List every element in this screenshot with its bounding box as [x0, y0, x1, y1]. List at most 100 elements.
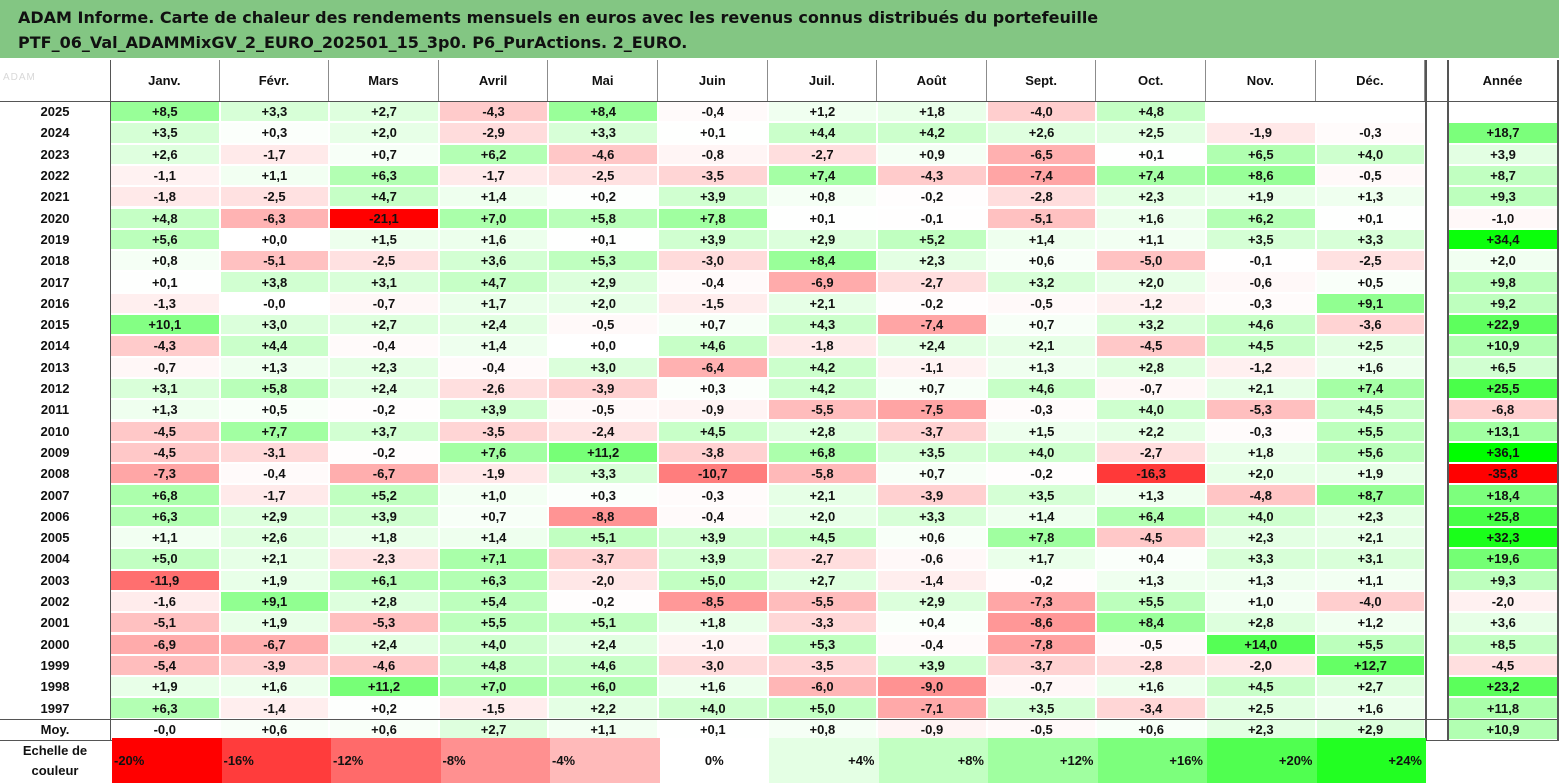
- heatmap-cell: -16,3: [1097, 464, 1205, 484]
- heatmap-cell: -7,8: [987, 634, 1096, 654]
- heatmap-cell: +5,3: [549, 251, 657, 271]
- heatmap-cell: +3,6: [439, 251, 548, 271]
- annual-cell: +9,3: [1448, 570, 1558, 590]
- heatmap-cell: -7,4: [878, 315, 986, 335]
- heatmap-cell: +4,6: [987, 378, 1096, 399]
- heatmap-cell: -0,6: [878, 549, 986, 569]
- heatmap-cell: +3,9: [659, 229, 767, 250]
- heatmap-cell: -8,5: [659, 591, 767, 612]
- heatmap-cell: +5,1: [549, 528, 657, 548]
- heatmap-cell: -0,2: [878, 187, 986, 207]
- heatmap-cell: -3,5: [768, 655, 877, 676]
- heatmap-cell: +0,1: [768, 208, 877, 228]
- year-row-label: 2018: [40, 253, 70, 269]
- heatmap-cell: -1,9: [439, 464, 548, 484]
- heatmap-cell: -3,9: [878, 485, 986, 505]
- heatmap-cell: +1,4: [439, 336, 548, 356]
- month-header: Janv.: [110, 60, 220, 101]
- heatmap-cell: +0,7: [878, 464, 986, 484]
- heatmap-cell: -3,9: [220, 655, 329, 676]
- heatmap-cell: +6,3: [111, 698, 219, 718]
- heatmap-cell: +1,8: [659, 613, 767, 633]
- heatmap-cell: -3,8: [659, 442, 767, 463]
- heatmap-cell: +3,0: [549, 357, 657, 377]
- year-row-label: 2021: [40, 189, 70, 205]
- heatmap-cell: +1,1: [111, 528, 219, 548]
- heatmap-cell: +0,6: [987, 251, 1096, 271]
- year-row-label: 2019: [40, 231, 70, 247]
- heatmap-cell: -1,4: [878, 570, 986, 590]
- heatmap-cell: +3,1: [1316, 549, 1425, 569]
- heatmap-cell: -0,2: [330, 400, 438, 420]
- heatmap-cell: +2,1: [1316, 528, 1425, 548]
- year-row-label: 1999: [40, 657, 70, 673]
- heatmap-cell: +6,0: [549, 677, 657, 697]
- heatmap-cell: +1,3: [1316, 187, 1425, 207]
- heatmap-cell: +6,2: [1207, 208, 1315, 228]
- heatmap-cell: +2,4: [439, 315, 548, 335]
- heatmap-cell: +1,9: [1207, 187, 1315, 207]
- heatmap-cell: +6,5: [1207, 144, 1315, 164]
- heatmap-cell: +0,4: [878, 613, 986, 633]
- annual-cell: +2,0: [1448, 251, 1558, 271]
- grid-border: [1447, 60, 1449, 740]
- heatmap-cell: -3,7: [987, 655, 1096, 676]
- heatmap-cell: -0,6: [1207, 272, 1315, 292]
- month-header: Nov.: [1206, 60, 1316, 101]
- year-row-label: 2008: [40, 466, 70, 482]
- heatmap-cell: +4,0: [1207, 506, 1315, 526]
- heatmap-cell: +5,0: [111, 549, 219, 569]
- heatmap-cell: +5,2: [878, 229, 986, 250]
- heatmap-cell: +0,0: [220, 229, 329, 250]
- heatmap-cell: +6,2: [439, 144, 548, 164]
- heatmap-cell: -0,1: [878, 208, 986, 228]
- heatmap-cell: +4,8: [1097, 102, 1205, 122]
- heatmap-cell: -3,9: [549, 378, 657, 399]
- heatmap-cell: +4,0: [1316, 144, 1425, 164]
- heatmap-cell: +3,9: [659, 528, 767, 548]
- legend-swatch: +4%: [769, 738, 879, 783]
- heatmap-cell: -2,3: [330, 549, 438, 569]
- heatmap-cell: -2,0: [549, 570, 657, 590]
- heatmap-cell: +3,5: [1207, 229, 1315, 250]
- heatmap-cell: -4,3: [111, 336, 219, 356]
- heatmap-cell: +4,2: [768, 378, 877, 399]
- year-row-label: 2005: [40, 530, 70, 546]
- heatmap-cell: +0,1: [1316, 208, 1425, 228]
- year-row-label: 2000: [40, 636, 70, 652]
- annual-cell: -2,0: [1448, 591, 1558, 612]
- heatmap-cell: +2,3: [1316, 506, 1425, 526]
- heatmap-cell: -0,4: [220, 464, 329, 484]
- heatmap-cell: +3,9: [878, 655, 986, 676]
- heatmap-cell: +7,4: [1097, 165, 1205, 186]
- heatmap-cell: +3,7: [330, 421, 438, 441]
- heatmap-cell: +1,1: [220, 165, 329, 186]
- heatmap-cell: +2,5: [1097, 123, 1205, 143]
- annual-cell: +6,5: [1448, 357, 1558, 377]
- heatmap-cell: +2,3: [1207, 528, 1315, 548]
- heatmap-cell: -6,0: [768, 677, 877, 697]
- heatmap-cell: +2,7: [768, 570, 877, 590]
- heatmap-cell: +3,5: [987, 485, 1096, 505]
- heatmap-cell: +1,2: [768, 102, 877, 122]
- heatmap-cell: +4,0: [439, 634, 548, 654]
- heatmap-cell: +2,7: [439, 719, 548, 739]
- heatmap-cell: -0,9: [878, 719, 986, 739]
- heatmap-cell: +0,3: [659, 378, 767, 399]
- heatmap-cell: -3,4: [1097, 698, 1205, 718]
- heatmap-cell: -0,2: [330, 442, 438, 463]
- annual-cell: +8,5: [1448, 634, 1558, 654]
- heatmap-cell: -3,6: [1316, 315, 1425, 335]
- heatmap-cell: -5,8: [768, 464, 877, 484]
- heatmap-cell: -1,7: [439, 165, 548, 186]
- heatmap-cell: -7,5: [878, 400, 986, 420]
- heatmap-cell: -6,5: [987, 144, 1096, 164]
- heatmap-cell: +0,8: [768, 187, 877, 207]
- legend-swatch: +24%: [1316, 738, 1426, 783]
- heatmap-cell: -21,1: [330, 208, 438, 228]
- heatmap-cell: -7,3: [987, 591, 1096, 612]
- heatmap-cell: +3,8: [220, 272, 329, 292]
- heatmap-cell: -2,7: [768, 549, 877, 569]
- heatmap-cell: +3,2: [1097, 315, 1205, 335]
- year-row-label: 2001: [40, 615, 70, 631]
